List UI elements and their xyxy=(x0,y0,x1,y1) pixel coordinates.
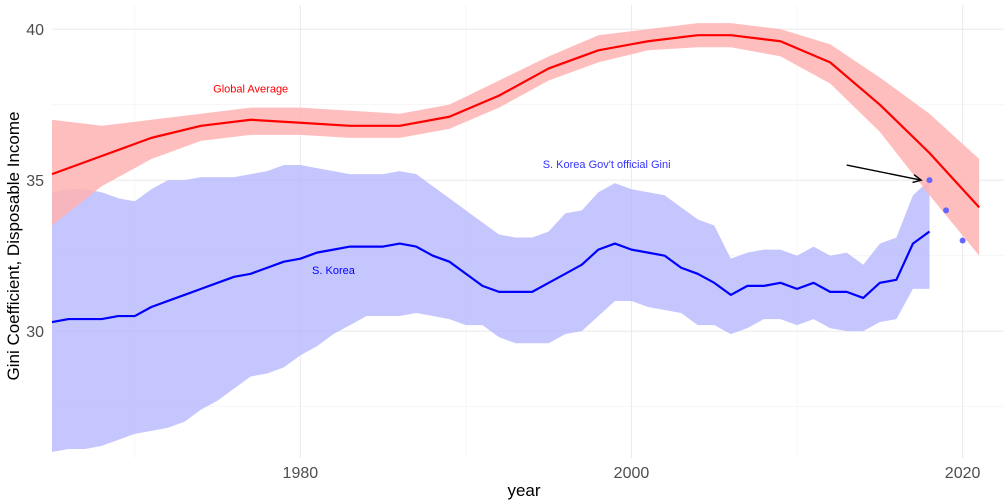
annotation-arrow-head xyxy=(912,174,923,184)
global-average-line xyxy=(51,34,980,209)
annotation-s-korea-gov-t-official-gini: S. Korea Gov't official Gini xyxy=(543,159,671,171)
x-tick-label: 2000 xyxy=(614,465,650,482)
x-tick-label: 2020 xyxy=(945,465,981,482)
x-tick-label: 1980 xyxy=(283,465,319,482)
y-tick-label: 35 xyxy=(26,173,44,190)
confidence-bands xyxy=(52,23,980,452)
y-axis-title: Gini Coefficient, Disposable Income xyxy=(4,112,23,381)
y-tick-label: 40 xyxy=(26,22,44,39)
series-lines xyxy=(51,34,980,324)
annotations: Global Average S. Korea S. Korea Gov't off… xyxy=(213,84,923,277)
s-korea-line xyxy=(51,230,931,324)
s-korea-band xyxy=(52,165,930,452)
official-gini-point xyxy=(959,237,966,244)
annotation-s-korea: S. Korea xyxy=(312,265,356,277)
y-tick-label: 30 xyxy=(26,324,44,341)
annotation-arrow-line xyxy=(846,164,922,181)
official-points xyxy=(926,177,966,244)
annotation-global-average: Global Average xyxy=(213,84,288,96)
tick-labels: 1980 2000 2020 30 35 40 xyxy=(26,22,980,482)
official-gini-point xyxy=(943,207,950,214)
x-axis-title: year xyxy=(507,481,540,500)
official-gini-point xyxy=(926,177,933,184)
